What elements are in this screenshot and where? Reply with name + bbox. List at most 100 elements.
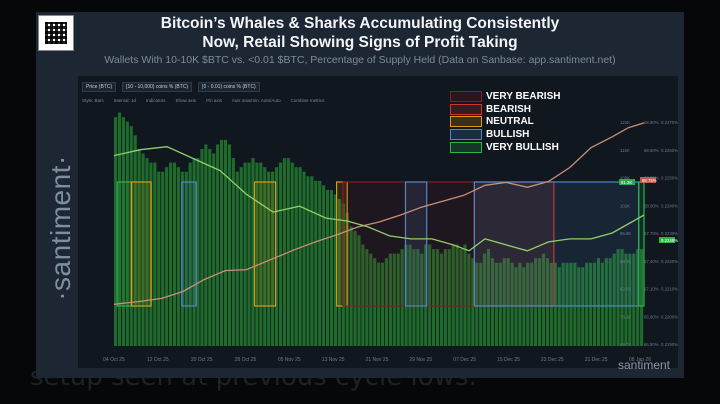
price-bar	[282, 158, 286, 346]
legend-swatch	[450, 90, 482, 102]
price-bar	[612, 253, 616, 346]
price-bar	[483, 253, 487, 346]
price-bar	[541, 253, 546, 346]
x-tick-label: 13 Nov 25	[322, 357, 345, 363]
whale-axis-label: 68.60%	[644, 148, 659, 153]
sentiment-zone	[473, 181, 555, 307]
price-bar	[600, 262, 604, 346]
price-bar	[479, 262, 483, 346]
price-axis-label: 102K	[620, 203, 630, 208]
x-tick-label: 05 Nov 25	[278, 357, 301, 363]
option-indicators[interactable]: Indicators	[146, 98, 166, 103]
price-bar	[589, 262, 593, 346]
price-bar	[632, 253, 636, 346]
retail-axis-label: 0.2240%	[661, 203, 678, 208]
price-bar	[522, 267, 526, 346]
current-tag-label: 68.75%	[642, 178, 657, 183]
option-interval[interactable]: Interval: 1d	[113, 98, 137, 103]
price-bar	[388, 253, 392, 346]
chart-title: Bitcoin’s Whales & Sharks Accumulating C…	[36, 14, 684, 52]
price-bar	[553, 262, 557, 346]
price-bar	[463, 244, 467, 346]
price-bar	[337, 199, 341, 346]
title-line-2: Now, Retail Showing Signs of Profit Taki…	[202, 34, 518, 51]
whale-axis-label: 66.50%	[644, 342, 659, 347]
chart-panel: 04 Oct 25 12 Oct 25 20 Oct 25 28 Oct 25 05 N…	[78, 76, 678, 368]
price-bar	[428, 244, 432, 346]
price-bar	[640, 249, 644, 346]
price-bar	[392, 253, 396, 346]
price-bar	[585, 262, 589, 346]
option-combine-metrics[interactable]: Combine metrics	[290, 98, 325, 103]
retail-axis-label: 0.2200%	[661, 314, 678, 319]
option-show-axis[interactable]: Show axis	[175, 98, 197, 103]
price-bar	[141, 153, 145, 346]
retail-axis-label: 0.2270%	[661, 120, 678, 125]
price-bar	[498, 262, 502, 346]
price-bar	[208, 148, 212, 346]
price-bar	[168, 162, 173, 346]
option-pin-axis[interactable]: Pin axis	[206, 98, 222, 103]
price-bar	[365, 249, 369, 346]
price-bar	[322, 185, 326, 346]
price-current-tag	[619, 179, 635, 185]
price-bar	[514, 267, 518, 346]
option-axis-maxmin[interactable]: Axis max/min: Auto/Auto	[231, 98, 281, 103]
price-bar	[408, 244, 412, 346]
current-tag-label: 0.2248%	[661, 238, 678, 243]
price-bar	[153, 162, 157, 346]
price-bar	[176, 167, 180, 346]
price-bar	[577, 267, 581, 346]
price-bar	[255, 162, 259, 346]
price-bar	[161, 171, 165, 346]
price-bar	[467, 253, 471, 346]
price-bar	[416, 249, 420, 346]
price-bar	[263, 167, 267, 346]
price-axis-label: 69.7K	[620, 342, 631, 347]
retail-axis-label: 0.2230%	[661, 231, 678, 236]
price-bar	[538, 258, 542, 346]
price-bar	[475, 262, 479, 346]
sentiment-zone	[342, 181, 475, 307]
price-bar	[396, 253, 400, 346]
sentiment-legend: VERY BEARISH BEARISH NEUTRAL BULLISH VERY BU…	[450, 90, 560, 154]
price-bar	[435, 249, 440, 346]
price-bar	[145, 158, 149, 346]
price-bar	[369, 253, 373, 346]
metric-chip-whales[interactable]: [10 - 10,000) coins % (BTC)	[122, 82, 193, 92]
price-bar	[247, 162, 251, 346]
price-bar	[223, 139, 228, 346]
metric-chip-retail[interactable]: [0 - 0.01) coins % (BTC)	[198, 82, 260, 92]
price-bar	[424, 244, 428, 346]
price-bar	[318, 180, 322, 346]
price-bar	[581, 267, 585, 346]
price-bar	[212, 153, 216, 346]
option-style[interactable]: Style: Bars	[82, 98, 104, 103]
legend-label: BULLISH	[486, 129, 530, 141]
chart-card: Bitcoin’s Whales & Sharks Accumulating C…	[36, 12, 684, 378]
price-bar	[443, 249, 447, 346]
price-bar	[235, 171, 239, 346]
price-bar	[184, 171, 188, 346]
sentiment-zone	[473, 181, 640, 307]
price-bar	[624, 253, 628, 346]
x-tick-label: 12 Oct 25	[147, 357, 169, 363]
x-tick-label: 29 Nov 25	[409, 357, 432, 363]
price-bar	[380, 262, 385, 346]
legend-item: BEARISH	[450, 103, 560, 116]
price-bar	[400, 249, 404, 346]
price-bar	[604, 258, 608, 346]
price-bar	[565, 262, 569, 346]
price-bar	[608, 258, 612, 346]
price-bar	[188, 162, 192, 346]
retail-axis-label: 0.2250%	[661, 176, 678, 181]
whale-axis-label: 68.90%	[644, 120, 659, 125]
x-tick-label: 15 Dec 25	[497, 357, 520, 363]
sentiment-zone	[404, 181, 428, 307]
x-tick-label: 31 Dec 25	[585, 357, 608, 363]
santiment-watermark-corner: santiment	[617, 358, 670, 372]
price-bar	[486, 249, 491, 346]
chart-subtitle: Wallets With 10-10K $BTC vs. <0.01 $BTC,…	[104, 54, 616, 66]
price-bar	[545, 258, 549, 346]
metric-chip-price[interactable]: Price (BTC)	[82, 82, 117, 92]
